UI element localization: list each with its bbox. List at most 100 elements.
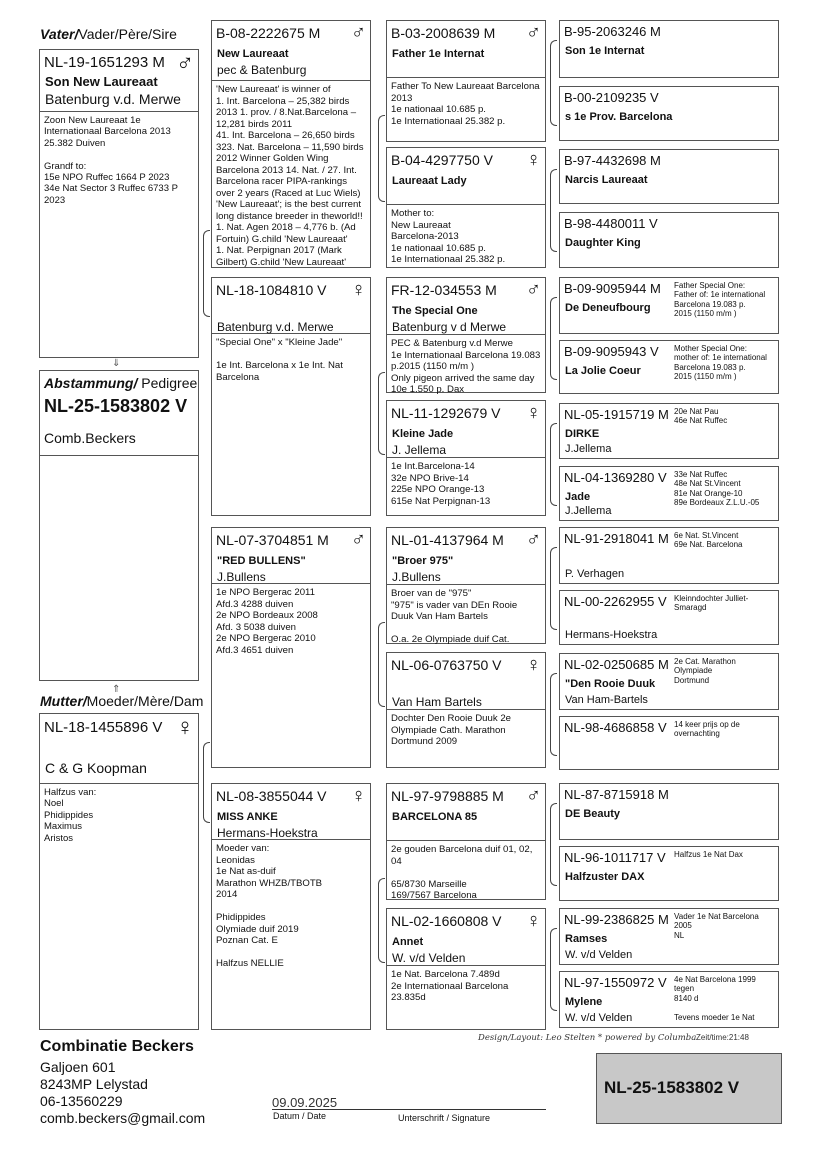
great-great-grandparent-box: NL-02-0250685 M "Den Rooie Duuk Van Ham-Ba…	[559, 653, 779, 710]
bracket-connector	[550, 169, 557, 252]
side-notes: Halfzus 1e Nat Dax	[674, 850, 743, 859]
male-icon: ♂	[526, 22, 541, 44]
ring-number: NL-05-1915719 M	[564, 407, 669, 422]
great-grandparent-box-header: B-04-4297750 V ♀ Laureaat Lady	[387, 148, 545, 205]
pedigree-ring-number: NL-25-1583802 V	[44, 396, 188, 416]
sire-box-header: NL-19-1651293 M ♂ Son New Laureaat Batenbur…	[40, 50, 198, 112]
breeder: Batenburg v d Merwe	[392, 320, 507, 334]
side-notes: Mother Special One: mother of: 1e intern…	[674, 344, 767, 382]
date-value: 09.09.2025	[272, 1095, 338, 1110]
pigeon-name: Laureaat Lady	[392, 175, 467, 187]
great-grandparent-box: B-04-4297750 V ♀ Laureaat Lady Mother to: N…	[386, 147, 546, 268]
sire-box: NL-19-1651293 M ♂ Son New Laureaat Batenbur…	[39, 49, 199, 358]
great-great-grandparent-box: NL-04-1369280 V Jade J.Jellema 33e Nat Ruff…	[559, 466, 779, 521]
dam-label-bold: Mutter/	[40, 693, 87, 709]
bracket-connector	[550, 547, 557, 630]
notes: 'New Laureaat' is winner of 1. Int. Barc…	[216, 84, 364, 268]
great-great-grandparent-box: NL-98-4686858 V 14 keer prijs op de overn…	[559, 716, 779, 770]
great-grandparent-box-header: NL-01-4137964 M ♂ "Broer 975" J.Bullens	[387, 528, 545, 585]
sire-label-bold: Vater/	[40, 26, 79, 42]
bracket-connector	[378, 372, 385, 455]
dam-label-rest: Moeder/Mère/Dam	[86, 693, 204, 709]
ring-number: NL-98-4686858 V	[564, 720, 667, 735]
male-icon: ♂	[176, 50, 194, 77]
female-icon: ♀	[526, 654, 541, 676]
ring-number: B-97-4432698 M	[564, 153, 661, 168]
bracket-connector	[378, 622, 385, 707]
bracket-connector	[550, 297, 557, 380]
side-notes: Vader 1e Nat Barcelona 2005 NL	[674, 912, 759, 940]
pigeon-name: DE Beauty	[565, 808, 621, 820]
great-grandparent-box-header: NL-02-1660808 V ♀ Annet W. v/d Velden	[387, 909, 545, 966]
pigeon-name: "Den Rooie Duuk	[565, 678, 656, 690]
ring-number: B-98-4480011 V	[564, 216, 658, 231]
dam-box: NL-18-1455896 V ♀ C & G Koopman Halfzus van…	[39, 713, 199, 1030]
phone: 06-13560229	[40, 1093, 123, 1109]
notes: Dochter Den Rooie Duuk 2e Olympiade Cath…	[391, 713, 511, 748]
notes: 1e Int.Barcelona-14 32e NPO Brive-14 225…	[391, 461, 491, 507]
breeder: P. Verhagen	[565, 568, 625, 580]
great-grandparent-box: NL-97-9798885 M ♂ BARCELONA 85 2e gouden Ba…	[386, 783, 546, 902]
breeder: C & G Koopman	[45, 760, 147, 776]
breeder: J.Jellema	[565, 505, 612, 517]
pigeon-name: La Jolie Coeur	[565, 365, 641, 377]
pigeon-name: Son 1e Internat	[565, 45, 645, 57]
breeder: J. Jellema	[392, 443, 447, 457]
ring-number: NL-18-1084810 V	[216, 282, 327, 298]
ring-number: NL-96-1011717 V	[564, 850, 666, 865]
print-time: Zeit/time:21:48	[696, 1033, 749, 1042]
male-icon: ♂	[351, 529, 366, 551]
female-icon: ♀	[176, 714, 194, 741]
pigeon-name: De Deneufbourg	[565, 302, 651, 314]
great-great-grandparent-box: B-98-4480011 V Daughter King	[559, 212, 779, 268]
owner-name: Combinatie Beckers	[40, 1038, 194, 1055]
design-credit: Design/Layout: Leo Stelten * powered by …	[478, 1033, 697, 1043]
great-grandparent-box-header: NL-11-1292679 V ♀ Kleine Jade J. Jellema	[387, 401, 545, 458]
breeder: W. v/d Velden	[392, 951, 466, 965]
pigeon-name: s 1e Prov. Barcelona	[565, 111, 673, 123]
side-notes: 14 keer prijs op de overnachting	[674, 720, 740, 739]
pedigree-label: Abstammung/ Pedigree	[44, 375, 197, 391]
great-grandparent-box: NL-11-1292679 V ♀ Kleine Jade J. Jellema 1e …	[386, 400, 546, 516]
female-icon: ♀	[526, 910, 541, 932]
notes: Zoon New Laureaat 1e Internationaal Barc…	[44, 115, 178, 206]
pigeon-name: Son New Laureaat	[45, 74, 158, 89]
ring-number: NL-04-1369280 V	[564, 470, 667, 485]
bracket-connector	[550, 40, 557, 126]
great-grandparent-box-header: FR-12-034553 M ♂ The Special One Batenburg …	[387, 278, 545, 335]
pigeon-name: Narcis Laureaat	[565, 174, 648, 186]
grandparent-box: NL-08-3855044 V ♀ MISS ANKE Hermans-Hoekstr…	[211, 783, 371, 1030]
bracket-connector	[550, 673, 557, 756]
address-line-2: 8243MP Lelystad	[40, 1076, 148, 1092]
pigeon-name: "Broer 975"	[392, 555, 454, 567]
notes: 2e gouden Barcelona duif 01, 02, 04 65/8…	[391, 844, 533, 902]
ring-number: NL-02-0250685 M	[564, 657, 669, 672]
pedigree-owner: Comb.Beckers	[44, 430, 136, 446]
notes: "Special One" x "Kleine Jade" 1e Int. Ba…	[216, 337, 343, 383]
great-great-grandparent-box: NL-05-1915719 M DIRKE J.Jellema 20e Nat Pau…	[559, 403, 779, 459]
breeder: Van Ham-Bartels	[565, 694, 648, 706]
ring-number: NL-00-2262955 V	[564, 594, 667, 609]
side-notes: 20e Nat Pau 46e Nat Ruffec	[674, 407, 728, 426]
side-notes: 33e Nat Ruffec 48e Nat St.Vincent 81e Na…	[674, 470, 760, 508]
signature-label: Unterschrift / Signature	[398, 1113, 491, 1123]
great-great-grandparent-box: B-09-9095944 M De Deneufbourg Father Speci…	[559, 277, 779, 334]
great-grandparent-box-header: B-03-2008639 M ♂ Father 1e Internat	[387, 21, 545, 78]
breeder: J.Bullens	[217, 570, 266, 584]
grandparent-box: NL-07-3704851 M ♂ "RED BULLENS" J.Bullens 1e…	[211, 527, 371, 768]
great-grandparent-box: NL-01-4137964 M ♂ "Broer 975" J.Bullens Broe…	[386, 527, 546, 645]
bracket-connector	[550, 928, 557, 1011]
ring-number: B-04-4297750 V	[391, 152, 493, 168]
ring-number: B-09-9095944 M	[564, 281, 661, 296]
great-grandparent-box-header: NL-06-0763750 V ♀ Van Ham Bartels	[387, 653, 545, 710]
side-notes: 6e Nat. St.Vincent 69e Nat. Barcelona	[674, 531, 743, 550]
pigeon-name: "RED BULLENS"	[217, 555, 306, 567]
ring-badge: NL-25-1583802 V	[596, 1053, 782, 1124]
great-great-grandparent-box: NL-96-1011717 V Halfzuster DAX Halfzus 1e …	[559, 846, 779, 901]
great-great-grandparent-box: NL-97-1550972 V Mylene W. v/d Velden 4e Nat…	[559, 971, 779, 1028]
female-icon: ♀	[351, 279, 366, 301]
male-icon: ♂	[526, 785, 541, 807]
pedigree-box: Abstammung/ Pedigree NL-25-1583802 V Com…	[39, 370, 199, 681]
down-arrow-icon: ⇓	[112, 358, 121, 369]
pigeon-name: Father 1e Internat	[392, 48, 485, 60]
